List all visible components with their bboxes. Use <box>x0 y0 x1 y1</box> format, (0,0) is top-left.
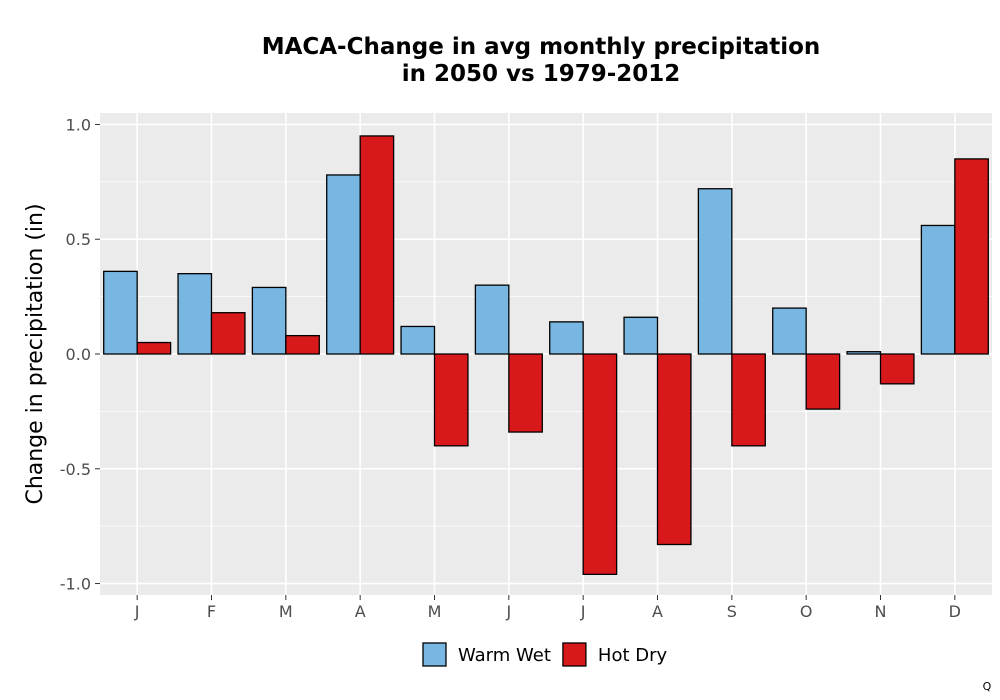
y-tick-label: -0.5 <box>60 460 91 479</box>
x-tick-label: S <box>727 602 737 621</box>
x-tick-label: J <box>134 602 140 621</box>
x-tick-label: M <box>428 602 442 621</box>
legend-label: Warm Wet <box>458 645 551 666</box>
bar-warm-wet-11 <box>846 351 882 355</box>
y-axis: 1.0 0.5 0.0 -0.5 -1.0 <box>60 115 100 594</box>
y-tick-label: 1.0 <box>66 115 91 134</box>
chart-title-line-2: in 2050 vs 1979-2012 <box>402 61 681 87</box>
bar-hot-dry-4 <box>359 135 395 355</box>
corner-mark: Q <box>983 680 992 693</box>
bar-hot-dry-1 <box>136 341 172 355</box>
grid-minor <box>100 181 992 527</box>
x-tick-label: J <box>580 602 586 621</box>
legend-label: Hot Dry <box>598 645 668 666</box>
bar-warm-wet-2 <box>177 273 213 355</box>
bar-warm-wet-6 <box>474 284 510 355</box>
bar-hot-dry-11 <box>879 353 915 385</box>
x-tick-label: O <box>800 602 813 621</box>
x-tick-label: F <box>207 602 216 621</box>
bar-warm-wet-7 <box>549 321 584 355</box>
legend-swatch <box>562 642 587 667</box>
y-axis-title: Change in precipitation (in) <box>23 203 48 504</box>
x-tick-label: D <box>949 602 961 621</box>
x-tick-label: M <box>279 602 293 621</box>
bar-warm-wet-8 <box>623 316 659 355</box>
bar-hot-dry-2 <box>210 312 246 355</box>
bar-warm-wet-10 <box>772 307 807 355</box>
bar-hot-dry-7 <box>582 353 618 575</box>
x-tick-label: A <box>355 602 366 621</box>
bar-warm-wet-4 <box>326 174 361 355</box>
bar-warm-wet-5 <box>400 325 436 355</box>
bar-hot-dry-3 <box>285 334 320 355</box>
bar-warm-wet-1 <box>103 270 138 355</box>
bar-warm-wet-12 <box>920 224 956 355</box>
x-tick-label: J <box>505 602 511 621</box>
legend-swatch <box>422 642 447 667</box>
y-tick-label: -1.0 <box>60 575 91 594</box>
bars <box>103 135 989 575</box>
bar-hot-dry-6 <box>508 353 543 433</box>
x-tick-label: N <box>875 602 887 621</box>
y-tick-label: 0.5 <box>66 230 91 249</box>
bar-hot-dry-12 <box>954 158 989 355</box>
x-tick-label: A <box>652 602 663 621</box>
bar-hot-dry-5 <box>433 353 469 447</box>
bar-hot-dry-10 <box>805 353 841 410</box>
y-tick-label: 0.0 <box>66 345 91 364</box>
bar-warm-wet-3 <box>251 286 287 355</box>
chart-title-line-1: MACA-Change in avg monthly precipitation <box>262 34 821 60</box>
bar-hot-dry-8 <box>656 353 692 546</box>
legend: Warm Wet Hot Dry <box>422 642 668 667</box>
bar-warm-wet-9 <box>697 188 733 355</box>
bar-hot-dry-9 <box>731 353 766 447</box>
